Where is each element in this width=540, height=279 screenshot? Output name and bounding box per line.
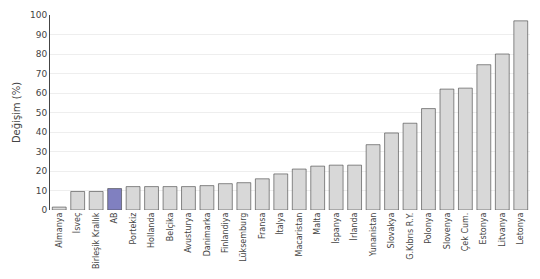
svg-text:Hollanda: Hollanda [147, 213, 156, 248]
svg-text:Birleşik Krallık: Birleşik Krallık [92, 212, 101, 269]
svg-text:İsveç: İsveç [72, 213, 82, 234]
svg-text:İrlanda: İrlanda [349, 213, 359, 241]
svg-text:Portekiz: Portekiz [129, 213, 138, 245]
svg-text:10: 10 [36, 186, 48, 196]
svg-text:60: 60 [36, 88, 48, 98]
svg-text:Macaristan: Macaristan [295, 213, 304, 257]
svg-text:Belçika: Belçika [166, 213, 175, 242]
svg-text:30: 30 [36, 147, 48, 157]
svg-text:AB: AB [110, 213, 119, 224]
svg-text:80: 80 [36, 49, 48, 59]
svg-text:Lüksemburg: Lüksemburg [239, 213, 248, 262]
svg-text:Danimarka: Danimarka [203, 213, 212, 257]
svg-text:20: 20 [36, 166, 48, 176]
svg-text:G.Kıbrıs R.Y.: G.Kıbrıs R.Y. [406, 213, 415, 260]
svg-text:90: 90 [36, 30, 48, 40]
svg-text:İspanya: İspanya [331, 213, 341, 244]
svg-text:Estonya: Estonya [479, 213, 488, 245]
svg-text:40: 40 [36, 127, 48, 137]
svg-text:70: 70 [36, 69, 48, 79]
svg-text:Yunanistan: Yunanistan [369, 213, 378, 258]
svg-text:Fransa: Fransa [258, 213, 267, 239]
svg-text:Çek Cum.: Çek Cum. [461, 213, 470, 252]
svg-text:İtalya: İtalya [275, 213, 285, 235]
svg-text:Avusturya: Avusturya [184, 213, 193, 253]
svg-text:Finlandiya: Finlandiya [221, 213, 230, 254]
svg-text:Polonya: Polonya [424, 213, 433, 244]
svg-text:100: 100 [30, 10, 47, 20]
svg-text:Letonya: Letonya [516, 213, 525, 245]
svg-text:Slovakya: Slovakya [387, 213, 396, 249]
svg-text:Değişim (%): Değişim (%) [11, 82, 22, 143]
svg-text:50: 50 [36, 108, 48, 118]
svg-text:Slovenya: Slovenya [443, 213, 452, 250]
svg-text:0: 0 [41, 205, 47, 215]
svg-text:Almanya: Almanya [55, 213, 64, 248]
svg-text:Litvanya: Litvanya [498, 213, 507, 247]
svg-text:Malta: Malta [313, 213, 322, 235]
